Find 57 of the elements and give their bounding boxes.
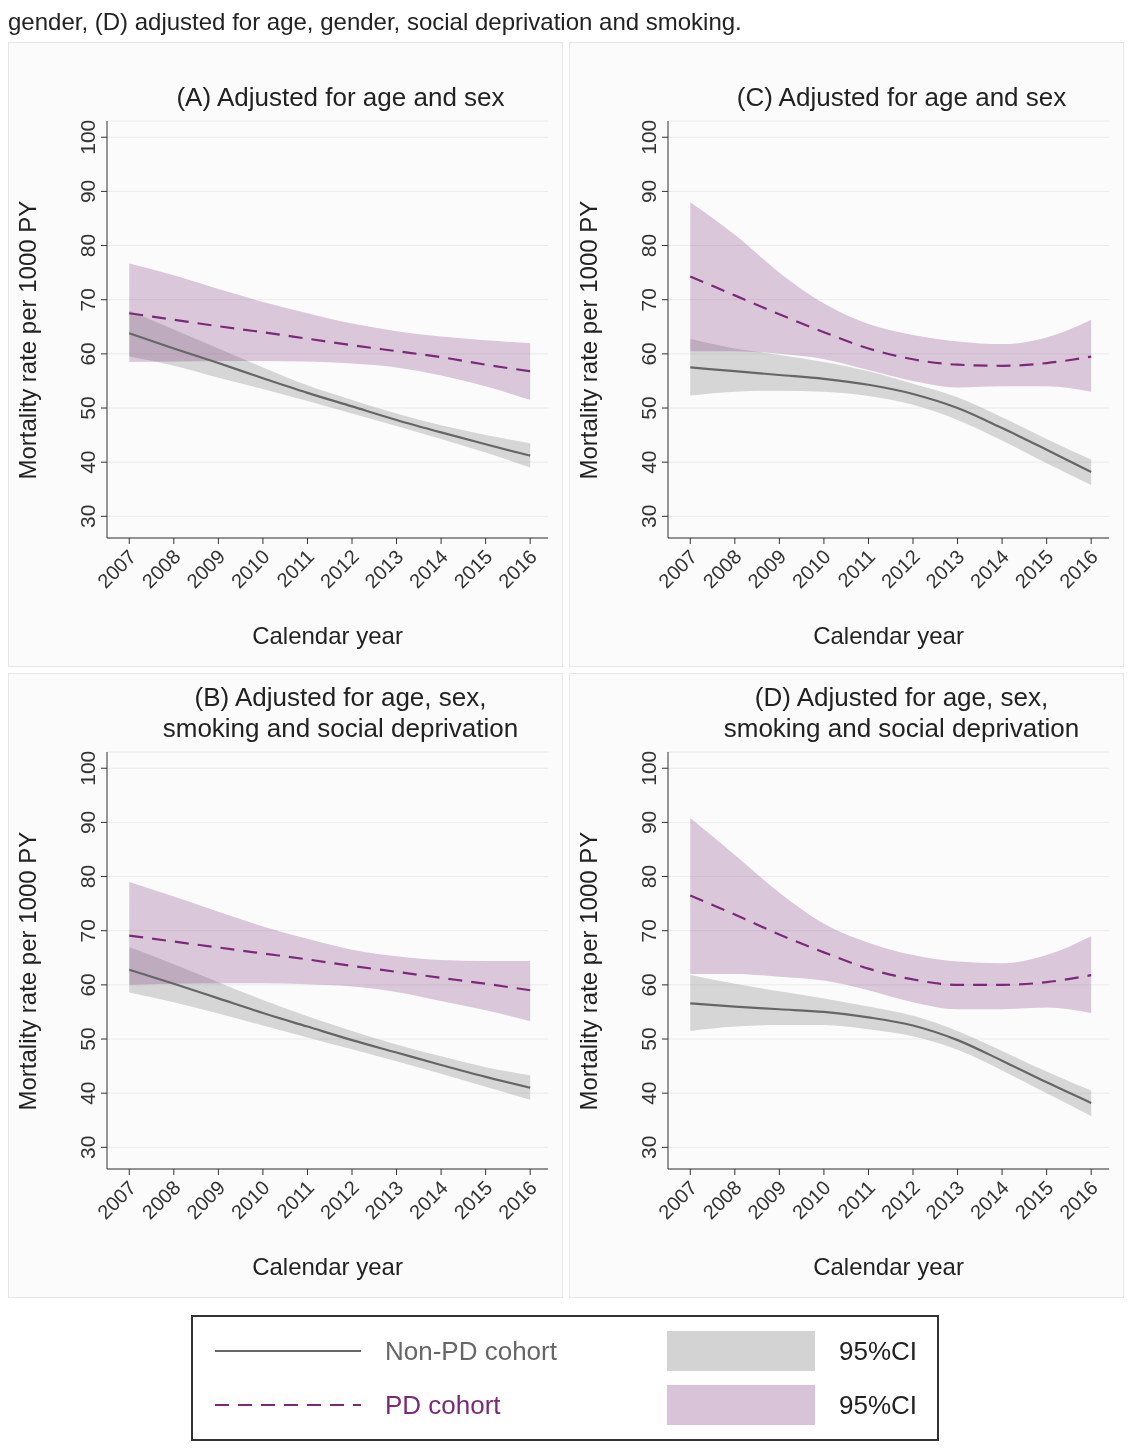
chart-title: (D) Adjusted for age, sex, smoking and social deprivation bbox=[722, 681, 1081, 744]
line-series bbox=[689, 894, 1093, 986]
chart-title: (C) Adjusted for age and sex bbox=[735, 81, 1068, 113]
y-tick-label: 100 bbox=[637, 750, 660, 786]
y-tick-label: 90 bbox=[637, 179, 660, 204]
y-tick-label: 80 bbox=[637, 864, 660, 889]
line-series bbox=[128, 968, 532, 1089]
y-tick-label: 30 bbox=[76, 1135, 99, 1160]
y-axis-title: Mortality rate per 1000 PY bbox=[574, 831, 602, 1111]
y-tick-label: 90 bbox=[76, 810, 99, 835]
y-tick-label: 60 bbox=[637, 342, 660, 366]
chart-title: (A) Adjusted for age and sex bbox=[175, 81, 506, 113]
y-tick-label: 30 bbox=[76, 504, 99, 529]
line-series bbox=[689, 1002, 1093, 1105]
x-axis-title: Calendar year bbox=[252, 1253, 403, 1280]
y-tick-label: 70 bbox=[637, 919, 660, 943]
line-series bbox=[128, 312, 532, 373]
x-axis-title: Calendar year bbox=[252, 622, 403, 649]
y-tick-label: 40 bbox=[76, 450, 99, 474]
y-tick-label: 50 bbox=[76, 1027, 99, 1051]
y-tick-label: 40 bbox=[76, 1081, 99, 1105]
line-series bbox=[689, 275, 1093, 367]
y-tick-label: 40 bbox=[637, 450, 660, 474]
text: Non-PD cohort bbox=[384, 1335, 558, 1367]
y-axis-title: Mortality rate per 1000 PY bbox=[13, 200, 41, 480]
y-tick-label: 70 bbox=[76, 288, 99, 312]
y-tick-label: 60 bbox=[76, 973, 99, 997]
y-tick-label: 90 bbox=[76, 179, 99, 204]
y-tick-label: 90 bbox=[637, 810, 660, 835]
line-series bbox=[689, 366, 1093, 474]
y-tick-label: 100 bbox=[637, 119, 660, 155]
y-tick-label: 100 bbox=[76, 750, 99, 786]
y-tick-label: 80 bbox=[637, 233, 660, 258]
y-tick-label: 70 bbox=[76, 919, 99, 943]
chart-title: (B) Adjusted for age, sex, smoking and social deprivation bbox=[161, 681, 520, 744]
y-tick-label: 100 bbox=[76, 119, 99, 155]
y-tick-label: 30 bbox=[637, 1135, 660, 1160]
text: 95%CI bbox=[838, 1389, 918, 1421]
y-tick-label: 70 bbox=[637, 288, 660, 312]
y-tick-label: 40 bbox=[637, 1081, 660, 1105]
y-tick-label: 50 bbox=[637, 1027, 660, 1051]
y-tick-label: 80 bbox=[76, 233, 99, 258]
y-tick-label: 50 bbox=[76, 396, 99, 420]
text: gender, (D) adjusted for age, gender, social deprivation and smoking. bbox=[8, 8, 743, 36]
line-series bbox=[128, 934, 532, 992]
y-axis-title: Mortality rate per 1000 PY bbox=[574, 200, 602, 480]
text: 95%CI bbox=[838, 1335, 918, 1367]
y-tick-label: 80 bbox=[76, 864, 99, 889]
text: PD cohort bbox=[384, 1389, 502, 1421]
y-tick-label: 30 bbox=[637, 504, 660, 529]
x-axis-title: Calendar year bbox=[813, 1253, 964, 1280]
y-tick-label: 50 bbox=[637, 396, 660, 420]
line-series bbox=[128, 332, 532, 457]
y-tick-label: 60 bbox=[637, 973, 660, 997]
y-axis-title: Mortality rate per 1000 PY bbox=[13, 831, 41, 1111]
y-tick-label: 60 bbox=[76, 342, 99, 366]
x-axis-title: Calendar year bbox=[813, 622, 964, 649]
